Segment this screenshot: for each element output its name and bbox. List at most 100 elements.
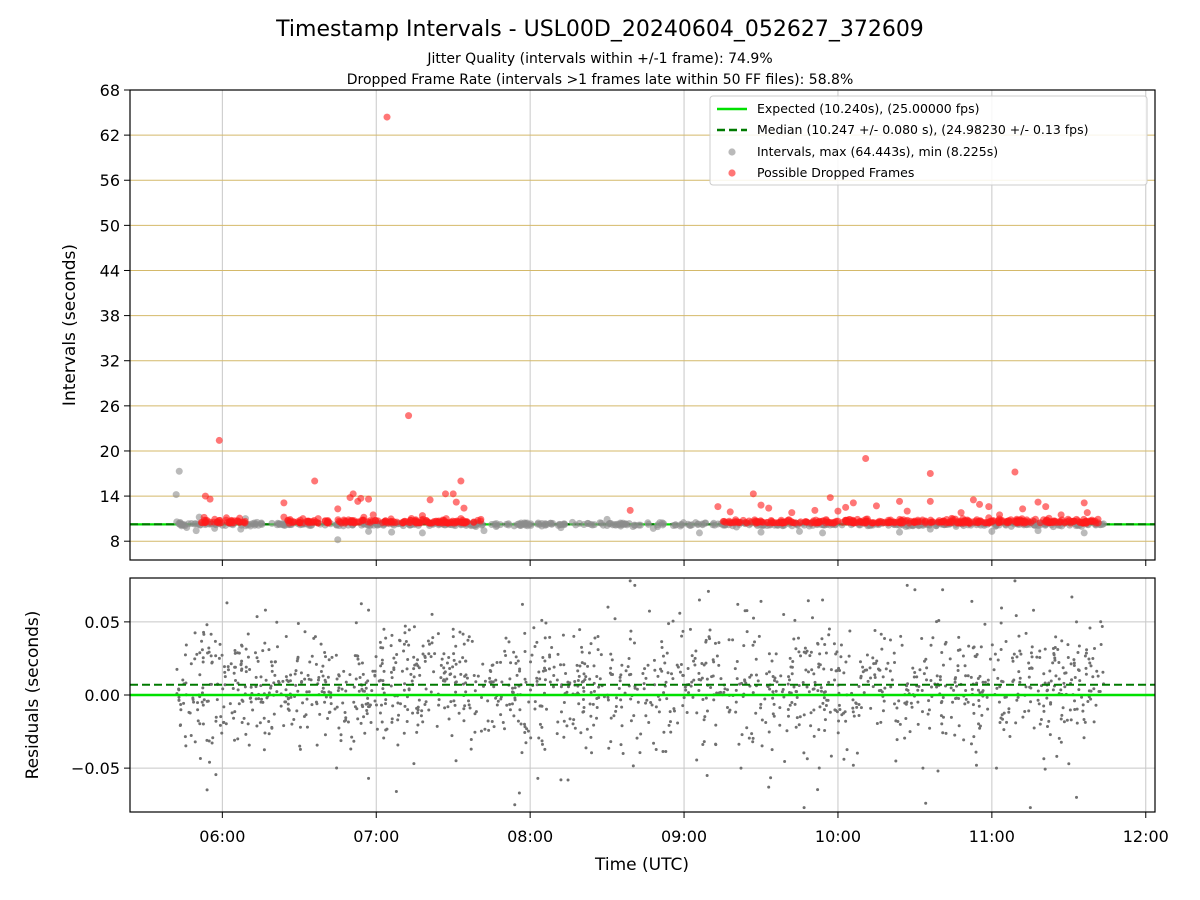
residual-point bbox=[523, 731, 527, 735]
dropped-frame-point bbox=[966, 519, 974, 527]
residual-point bbox=[556, 720, 560, 724]
residual-point bbox=[812, 708, 816, 712]
residual-point bbox=[582, 710, 586, 714]
residual-point bbox=[1032, 726, 1036, 730]
residual-point bbox=[488, 676, 492, 680]
residual-point bbox=[575, 663, 579, 667]
residual-point bbox=[1019, 652, 1023, 656]
residual-point bbox=[233, 678, 237, 682]
residual-point bbox=[403, 682, 407, 686]
residual-point bbox=[1011, 679, 1015, 683]
residual-point bbox=[859, 706, 863, 710]
residual-point bbox=[467, 699, 471, 703]
residual-point bbox=[409, 672, 413, 676]
residual-point bbox=[656, 674, 660, 678]
residual-point bbox=[612, 714, 616, 718]
residual-point bbox=[1049, 679, 1053, 683]
dropped-frame-point bbox=[1083, 509, 1091, 517]
residual-point bbox=[812, 687, 816, 691]
residual-point bbox=[789, 691, 793, 695]
dropped-frame-point bbox=[742, 518, 750, 526]
residual-point bbox=[697, 598, 701, 602]
residual-point bbox=[595, 674, 599, 678]
residual-point bbox=[1095, 669, 1099, 673]
residual-point bbox=[327, 658, 331, 662]
residual-point bbox=[633, 583, 637, 587]
residual-point bbox=[1046, 688, 1050, 692]
residual-point bbox=[658, 698, 662, 702]
residual-point bbox=[621, 751, 625, 755]
residual-point bbox=[541, 656, 545, 660]
residual-point bbox=[556, 652, 560, 656]
residual-point bbox=[407, 628, 411, 632]
residual-point bbox=[1101, 670, 1105, 674]
residual-point bbox=[879, 632, 883, 636]
residual-point bbox=[518, 667, 522, 671]
residual-point bbox=[704, 640, 708, 644]
residual-point bbox=[823, 728, 827, 732]
residual-point bbox=[1065, 718, 1069, 722]
residual-point bbox=[980, 713, 984, 717]
residual-point bbox=[384, 636, 388, 640]
interval-point bbox=[636, 521, 644, 529]
residual-point bbox=[329, 702, 333, 706]
residual-point bbox=[654, 705, 658, 709]
residual-point bbox=[1087, 657, 1091, 661]
residual-point bbox=[585, 727, 589, 731]
residual-point bbox=[1038, 649, 1042, 653]
residual-point bbox=[411, 711, 415, 715]
residual-point bbox=[821, 701, 825, 705]
residual-point bbox=[532, 626, 536, 630]
residual-point bbox=[1048, 733, 1052, 737]
residual-point bbox=[290, 722, 294, 726]
residual-point bbox=[1064, 671, 1068, 675]
residual-point bbox=[296, 689, 300, 693]
residual-point bbox=[447, 655, 451, 659]
residual-point bbox=[822, 708, 826, 712]
residual-point bbox=[695, 758, 699, 762]
residual-point bbox=[1077, 668, 1081, 672]
residual-point bbox=[981, 680, 985, 684]
residual-point bbox=[769, 776, 773, 780]
residual-point bbox=[954, 676, 958, 680]
residual-point bbox=[629, 672, 633, 676]
residual-point bbox=[953, 680, 957, 684]
residual-point bbox=[719, 677, 723, 681]
residual-point bbox=[609, 666, 613, 670]
residual-point bbox=[222, 720, 226, 724]
residual-point bbox=[535, 683, 539, 687]
residual-point bbox=[480, 696, 484, 700]
residual-point bbox=[538, 677, 542, 681]
dropped-frame-point bbox=[887, 518, 895, 526]
residual-point bbox=[626, 665, 630, 669]
dropped-frame-point bbox=[749, 490, 757, 498]
residual-point bbox=[956, 664, 960, 668]
residual-point bbox=[319, 642, 323, 646]
intervals-y-tick-label: 8 bbox=[110, 532, 120, 551]
residual-point bbox=[495, 660, 499, 664]
residual-point bbox=[588, 702, 592, 706]
residual-point bbox=[550, 645, 554, 649]
residual-point bbox=[804, 651, 808, 655]
residual-point bbox=[337, 674, 341, 678]
intervals-y-tick-label: 26 bbox=[100, 397, 120, 416]
residual-point bbox=[641, 671, 645, 675]
residual-point bbox=[810, 616, 814, 620]
residual-point bbox=[430, 612, 434, 616]
dropped-frame-point bbox=[1027, 519, 1035, 527]
residual-point bbox=[599, 653, 603, 657]
residual-point bbox=[523, 631, 527, 635]
dropped-frame-point bbox=[1073, 515, 1081, 523]
residual-point bbox=[301, 701, 305, 705]
residual-point bbox=[424, 687, 428, 691]
interval-point bbox=[258, 520, 266, 528]
residual-point bbox=[381, 646, 385, 650]
residual-point bbox=[636, 700, 640, 704]
dropped-frame-point bbox=[896, 497, 904, 505]
residual-point bbox=[996, 658, 1000, 662]
residual-point bbox=[198, 756, 202, 760]
residual-point bbox=[665, 697, 669, 701]
residual-point bbox=[389, 644, 393, 648]
residual-point bbox=[774, 652, 778, 656]
residual-point bbox=[366, 705, 370, 709]
